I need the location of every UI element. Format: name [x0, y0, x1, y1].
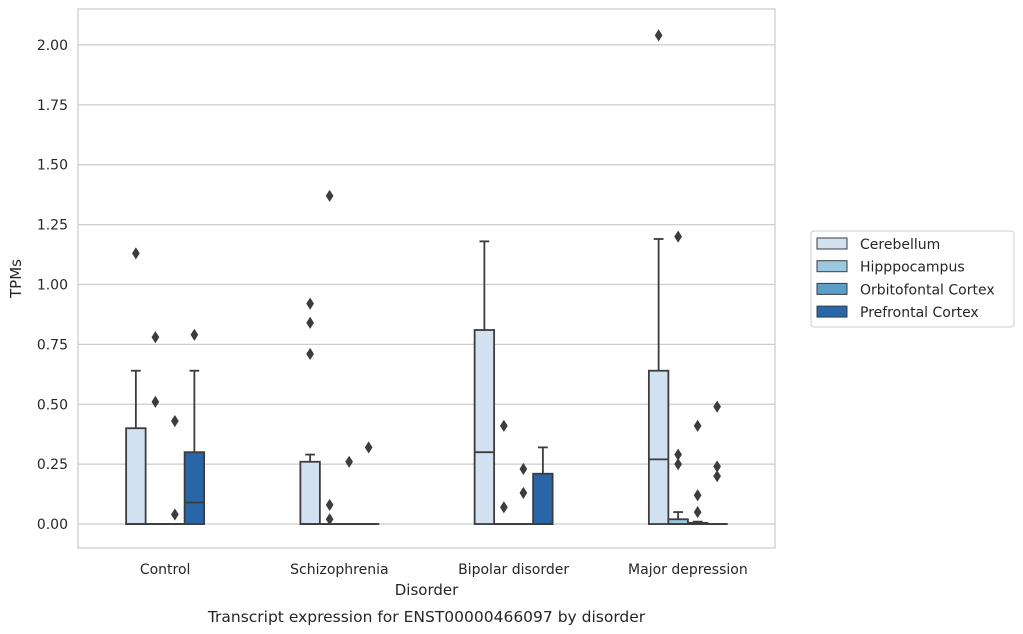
x-axis-ticks: Control Schizophrenia Bipolar disorder Majo…: [140, 562, 748, 578]
outlier-point: [500, 419, 508, 432]
legend-swatch: [816, 260, 848, 273]
outlier-point: [713, 400, 721, 413]
box-iqr: [473, 329, 496, 525]
outlier-point: [345, 455, 353, 468]
y-tick-label: 1.25: [37, 218, 68, 234]
box-prefrontal-cortex: [357, 441, 380, 525]
outlier-point: [325, 498, 334, 511]
y-tick-label: 0.50: [37, 397, 68, 413]
legend-swatch: [816, 305, 848, 318]
outlier-point: [325, 189, 334, 202]
y-axis-ticks: 0.00 0.25 0.50 0.75 1.00 1.25 1.50 1.75 2.00: [37, 38, 68, 533]
x-tick-label: Bipolar disorder: [458, 562, 569, 578]
box-orbitofontal-cortex: [686, 419, 709, 525]
outlier-point: [306, 347, 314, 361]
x-tick-label: Schizophrenia: [290, 562, 388, 578]
outlier-point: [190, 328, 199, 341]
box-cerebellum: [647, 29, 670, 525]
chart-caption: Transcript expression for ENST0000046609…: [207, 608, 646, 626]
outlier-point: [654, 29, 663, 42]
box-iqr: [125, 427, 147, 525]
box-iqr: [647, 369, 670, 525]
y-tick-label: 1.50: [37, 158, 68, 174]
x-tick-label: Control: [140, 562, 191, 578]
box-cerebellum: [473, 240, 496, 525]
outlier-point: [693, 419, 702, 432]
boxes: [125, 29, 728, 526]
outlier-point: [151, 395, 160, 408]
box-cerebellum: [299, 297, 321, 525]
box-iqr: [183, 451, 206, 525]
box-iqr: [299, 460, 321, 525]
box-iqr: [532, 472, 554, 525]
box-hipppocampus: [144, 331, 167, 525]
outlier-point: [171, 508, 179, 521]
outlier-point: [151, 331, 160, 344]
legend-frame: [810, 230, 1015, 328]
outlier-point: [713, 470, 721, 483]
legend-entry-label: Cerebellum: [860, 237, 940, 253]
outlier-point: [306, 316, 314, 329]
box-prefrontal-cortex: [532, 446, 554, 525]
box-prefrontal-cortex: [706, 400, 728, 525]
box-orbitofontal-cortex: [512, 462, 535, 525]
box-prefrontal-cortex: [183, 328, 206, 525]
y-tick-label: 1.75: [37, 98, 68, 114]
outlier-point: [500, 501, 508, 514]
outlier-point: [306, 297, 314, 310]
y-tick-label: 0.75: [37, 337, 68, 353]
outlier-point: [674, 458, 682, 471]
outlier-point: [132, 247, 140, 260]
outlier-point: [171, 414, 179, 428]
x-axis-label: Disorder: [395, 581, 459, 599]
outlier-point: [693, 506, 702, 519]
box-orbitofontal-cortex: [338, 455, 360, 525]
outlier-point: [519, 486, 528, 499]
y-tick-label: 1.00: [37, 277, 68, 293]
outlier-point: [364, 441, 373, 454]
legend-swatch: [816, 282, 848, 295]
box-hipppocampus: [493, 419, 515, 525]
y-tick-label: 0.25: [37, 457, 68, 473]
plot-area-frame: [77, 8, 776, 549]
box-hipppocampus: [318, 189, 341, 526]
outlier-point: [519, 462, 528, 476]
legend-entry-label: Hipppocampus: [860, 260, 965, 276]
legend-entry-label: Prefrontal Cortex: [860, 305, 979, 321]
y-tick-label: 2.00: [37, 38, 68, 54]
legend: Cerebellum Hipppocampus Orbitofontal Corte…: [810, 230, 1015, 328]
box-cerebellum: [125, 247, 147, 525]
outlier-point: [693, 489, 702, 502]
legend-swatch: [816, 237, 848, 250]
y-axis-label: TPMs: [7, 259, 25, 299]
y-tick-label: 0.00: [37, 517, 68, 533]
box-orbitofontal-cortex: [164, 414, 186, 525]
grid-lines: [78, 44, 775, 525]
legend-entry-label: Orbitofontal Cortex: [860, 282, 995, 298]
box-hipppocampus: [667, 230, 689, 525]
x-tick-label: Major depression: [628, 562, 748, 578]
outlier-point: [674, 230, 682, 243]
outlier-point: [325, 513, 334, 526]
